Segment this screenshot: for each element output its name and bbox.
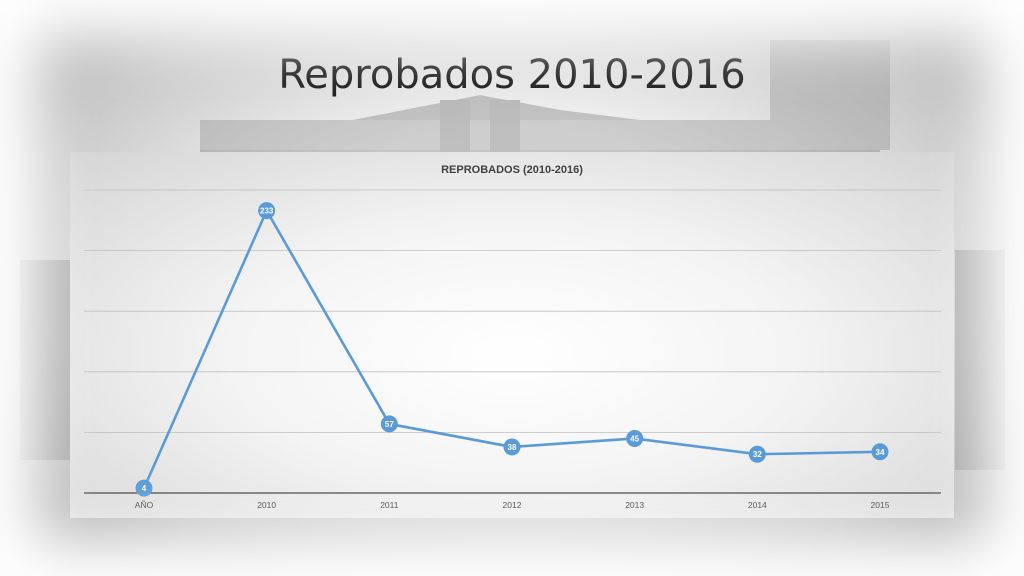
x-tick-label: 2013 [625,500,644,510]
chart-panel: REPROBADOS (2010-2016) AÑO 2010 2011 2012 20… [70,152,954,518]
data-point-marker [258,202,276,220]
data-label: 45 [630,434,639,443]
slide-title: Reprobados 2010-2016 [278,52,746,98]
data-points: 4 233 57 38 45 32 34 [135,202,889,497]
data-label: 34 [876,448,885,457]
data-label: 233 [260,207,274,216]
x-tick-label: 2015 [871,500,890,510]
data-label: 57 [385,420,394,429]
x-tick-label: 2014 [748,500,767,510]
x-tick-label: 2010 [257,500,276,510]
data-point-marker [626,429,644,447]
data-point-marker [748,445,766,463]
data-point-marker [871,443,889,461]
gridlines [84,189,941,433]
chart-title: REPROBADOS (2010-2016) [441,164,583,176]
line-chart: REPROBADOS (2010-2016) AÑO 2010 2011 2012 20… [84,164,941,510]
data-label: 4 [142,484,147,493]
x-tick-label: 2012 [503,500,522,510]
data-label: 32 [753,450,762,459]
x-tick-label: AÑO [135,500,154,510]
data-point-marker [503,438,521,456]
data-point-marker [135,479,153,497]
data-point-marker [380,415,398,433]
x-tick-label: 2011 [380,500,399,510]
data-label: 38 [508,443,517,452]
x-axis: AÑO 2010 2011 2012 2013 2014 2015 [84,492,941,510]
